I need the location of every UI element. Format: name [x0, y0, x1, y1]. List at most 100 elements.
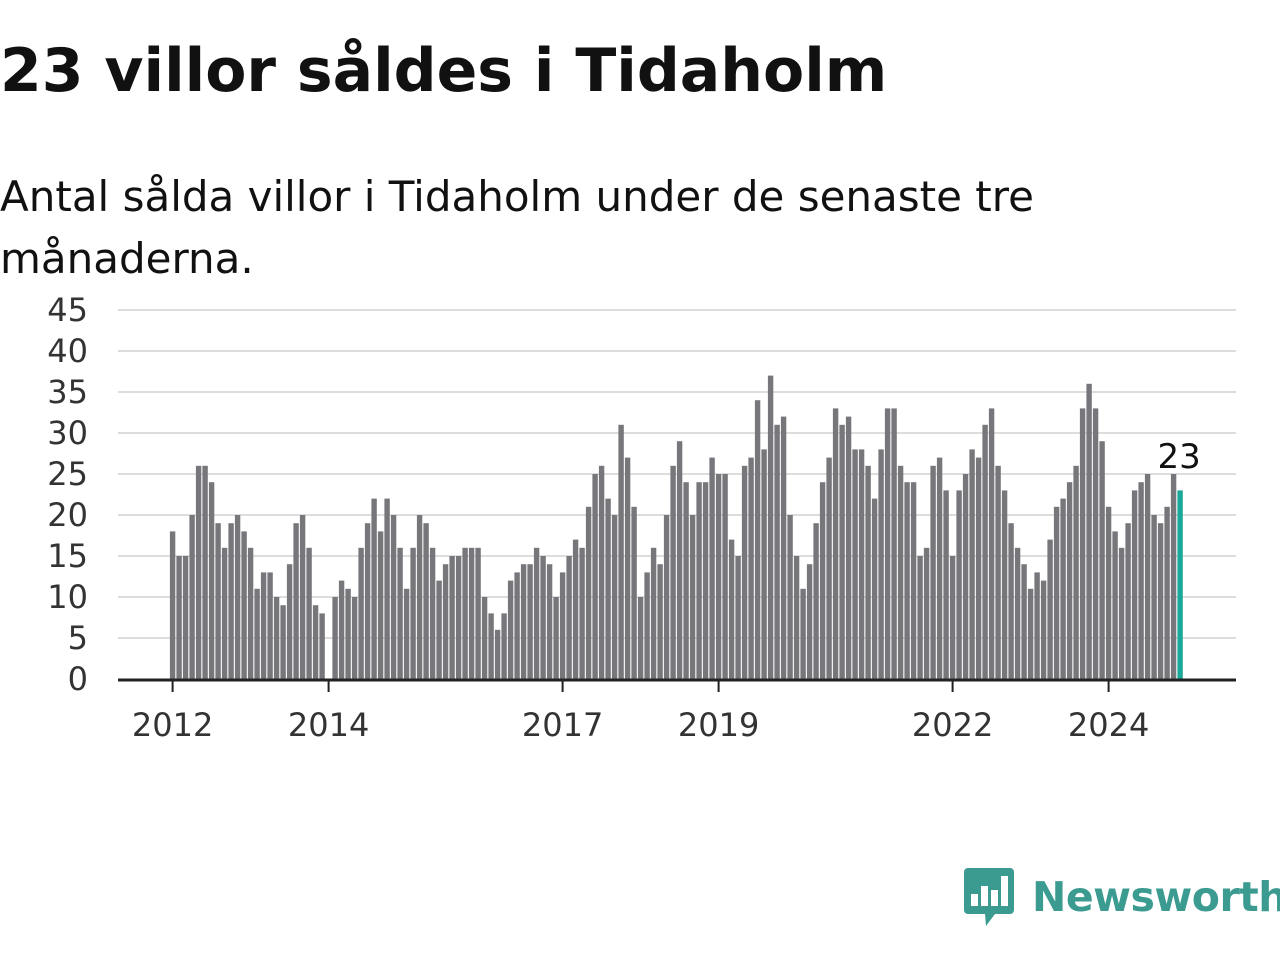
- y-tick-label: 35: [47, 373, 88, 411]
- bar: [267, 572, 273, 679]
- bar: [1092, 408, 1099, 679]
- bar: [397, 547, 403, 679]
- bar: [234, 515, 241, 679]
- bar: [891, 408, 897, 679]
- bar: [1040, 580, 1047, 679]
- bar: [689, 515, 696, 679]
- bar: [865, 465, 871, 679]
- bar: [754, 400, 761, 679]
- bar: [449, 556, 455, 679]
- bar: [1001, 490, 1008, 679]
- bar: [1164, 506, 1170, 679]
- bar: [351, 597, 358, 679]
- x-axis: [118, 678, 1236, 692]
- chart-title: 23 villor såldes i Tidaholm: [0, 36, 888, 106]
- bar: [1047, 539, 1053, 679]
- bar: [624, 457, 631, 679]
- bar: [650, 547, 657, 679]
- bar: [241, 531, 247, 679]
- bar: [319, 613, 325, 679]
- bar: [429, 547, 436, 679]
- brand-name: Newsworthy: [1032, 872, 1280, 921]
- bar: [917, 556, 923, 679]
- bar: [507, 580, 514, 679]
- bar: [176, 556, 182, 679]
- bar: [1066, 482, 1073, 679]
- bar-highlight: [1177, 490, 1183, 679]
- bar: [598, 465, 605, 679]
- bar: [585, 506, 592, 679]
- bar: [520, 564, 527, 679]
- bar: [468, 547, 475, 679]
- bar: [904, 482, 910, 679]
- bar: [260, 572, 267, 679]
- bar: [748, 457, 754, 679]
- bar: [189, 515, 195, 679]
- bar: [273, 597, 280, 679]
- bar: [897, 465, 904, 679]
- bar: [949, 556, 956, 679]
- x-tick-label: 2012: [132, 706, 213, 744]
- bar: [631, 506, 637, 679]
- newsworthy-logo-icon: [964, 868, 1014, 926]
- bar: [390, 515, 397, 679]
- bar: [514, 572, 520, 679]
- y-tick-label: 5: [68, 619, 88, 657]
- bar: [611, 515, 618, 679]
- bar: [767, 375, 774, 679]
- bar: [332, 597, 338, 679]
- bar: [715, 474, 722, 679]
- bar: [423, 523, 429, 679]
- bar: [1073, 465, 1079, 679]
- bar: [1125, 523, 1131, 679]
- bar: [527, 564, 533, 679]
- bar: [943, 490, 949, 679]
- bar: [1079, 408, 1086, 679]
- bar: [208, 482, 215, 679]
- bar: [852, 449, 858, 679]
- bar: [436, 580, 442, 679]
- bar: [806, 564, 813, 679]
- bar: [995, 465, 1001, 679]
- bar: [832, 408, 839, 679]
- bar: [819, 482, 826, 679]
- bar: [559, 572, 566, 679]
- bar: [475, 547, 481, 679]
- bar: [741, 465, 748, 679]
- bar: [988, 408, 995, 679]
- bar: [676, 441, 683, 679]
- bar: [910, 482, 917, 679]
- bar: [884, 408, 891, 679]
- bar: [299, 515, 306, 679]
- bar: [592, 474, 598, 679]
- x-tick-label: 2017: [522, 706, 603, 744]
- bar: [728, 539, 735, 679]
- bar: [663, 515, 670, 679]
- bar: [312, 605, 319, 679]
- bar: [1170, 474, 1177, 679]
- bar: [683, 482, 689, 679]
- bar: [969, 449, 975, 679]
- bar: [735, 556, 741, 679]
- bar: [657, 564, 663, 679]
- bar: [878, 449, 884, 679]
- bar: [962, 474, 969, 679]
- bar: [845, 416, 852, 679]
- bar: [1086, 383, 1092, 679]
- bar: [338, 580, 345, 679]
- bar: [637, 597, 644, 679]
- bar: [195, 465, 202, 679]
- bar: [1053, 506, 1060, 679]
- bar: [1014, 547, 1021, 679]
- bar: [800, 588, 806, 679]
- x-tick-label: 2024: [1068, 706, 1149, 744]
- bar: [605, 498, 611, 679]
- y-tick-label: 25: [47, 455, 88, 493]
- bar: [228, 523, 234, 679]
- bar: [1151, 515, 1157, 679]
- bar: [1157, 523, 1164, 679]
- bar: [358, 547, 364, 679]
- bar: [696, 482, 702, 679]
- bar: [293, 523, 299, 679]
